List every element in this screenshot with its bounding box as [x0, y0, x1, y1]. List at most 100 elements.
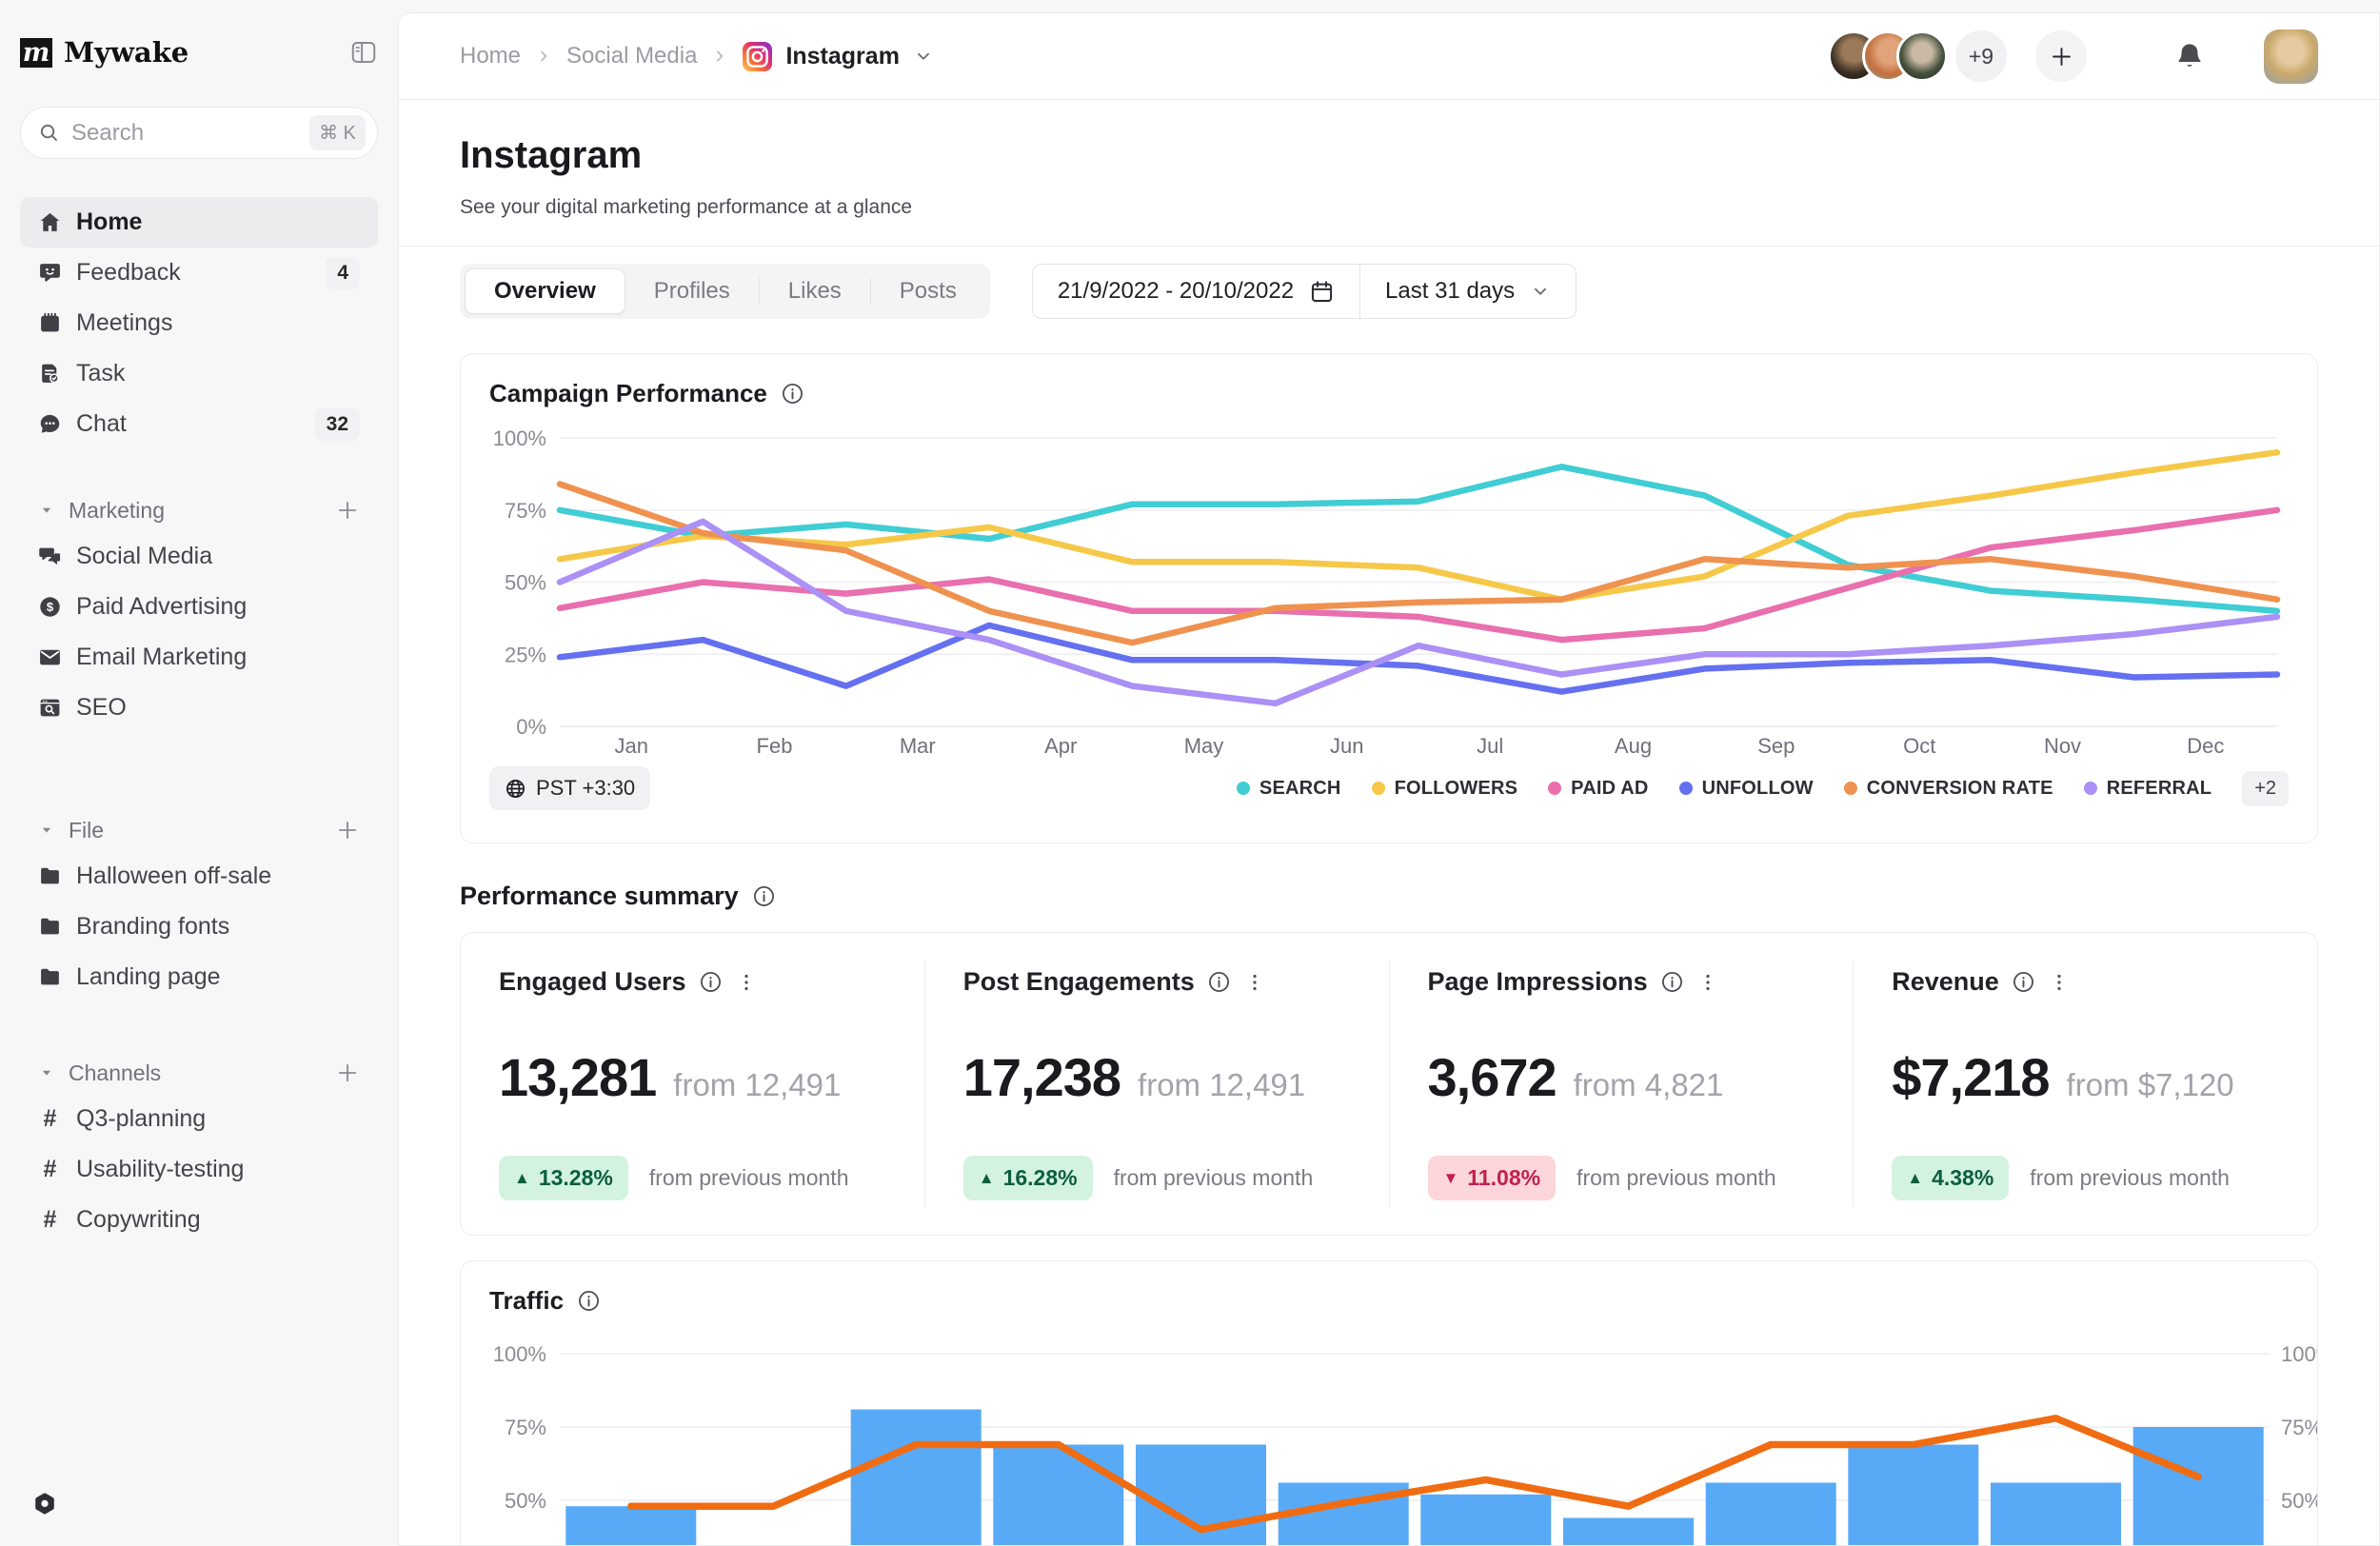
- tab-profiles[interactable]: Profiles: [653, 278, 730, 304]
- legend-label: UNFOLLOW: [1701, 777, 1814, 799]
- tri-down-icon[interactable]: [38, 1064, 55, 1081]
- info-icon[interactable]: [699, 970, 723, 994]
- tri-down-icon[interactable]: [38, 502, 55, 519]
- info-icon[interactable]: [781, 382, 804, 406]
- sidebar-item-badge: 32: [314, 407, 360, 441]
- series-line-PAID-AD[interactable]: [556, 506, 2281, 644]
- metric-note: from previous month: [1113, 1165, 1314, 1190]
- page-subtitle: See your digital marketing performance a…: [460, 196, 913, 218]
- search-input[interactable]: [71, 119, 310, 147]
- sidebar-item-task[interactable]: Task: [20, 348, 378, 399]
- sidebar-item-q3-planning[interactable]: # Q3-planning: [20, 1094, 378, 1144]
- campaign-chart-svg: 0% 25% 50% 75% 100% Jan Feb Mar Apr May Jun Jul Aug S…: [493, 426, 2281, 758]
- info-icon[interactable]: [1207, 970, 1231, 994]
- sidebar-item-label: Social Media: [76, 543, 213, 569]
- metric-title: Revenue: [1892, 967, 1999, 996]
- date-preset-dropdown[interactable]: Last 31 days: [1360, 265, 1576, 318]
- series-line-CONVERSION-RATE[interactable]: [556, 481, 2281, 646]
- campaign-chart: 0% 25% 50% 75% 100% Jan Feb Mar Apr May Jun Jul Aug S…: [489, 416, 2289, 761]
- search-box[interactable]: ⌘ K: [20, 107, 378, 159]
- sidebar-item-landing-page[interactable]: Landing page: [20, 952, 378, 1002]
- settings-gear-icon[interactable]: [31, 1491, 58, 1517]
- metric-engaged-users: Engaged Users 13,281 from 12,491 ▲ 13.28% fro…: [461, 933, 924, 1235]
- sidebar-section-channels: Channels # Q3-planning # Usability-testing # C…: [20, 1052, 378, 1245]
- seo-icon: [38, 696, 62, 720]
- info-icon[interactable]: [577, 1289, 601, 1313]
- sidebar-item-seo[interactable]: SEO: [20, 683, 378, 733]
- page-title: Instagram: [460, 134, 643, 176]
- sidebar-item-usability-testing[interactable]: # Usability-testing: [20, 1144, 378, 1195]
- tab-likes[interactable]: Likes: [787, 278, 842, 304]
- traffic-bar[interactable]: [993, 1444, 1124, 1546]
- info-icon[interactable]: [1660, 970, 1684, 994]
- feedback-icon: [38, 261, 62, 285]
- metric-title: Engaged Users: [499, 967, 686, 996]
- series-line-SEARCH[interactable]: [556, 464, 2281, 615]
- add-file-icon[interactable]: [335, 818, 360, 842]
- email-icon: [38, 645, 62, 669]
- sidebar-item-social-media[interactable]: Social Media: [20, 531, 378, 582]
- traffic-bar[interactable]: [1420, 1494, 1552, 1546]
- sidebar-item-chat[interactable]: Chat 32: [20, 399, 378, 449]
- add-member-button[interactable]: [2035, 30, 2087, 82]
- series-line-UNFOLLOW[interactable]: [556, 622, 2281, 695]
- info-icon[interactable]: [2012, 970, 2035, 994]
- traffic-bar[interactable]: [1705, 1482, 1836, 1546]
- sidebar-section-file: File Halloween off-sale Branding fonts Land…: [20, 809, 378, 1002]
- section-header: File: [20, 809, 378, 851]
- legend-dot: [1678, 782, 1693, 795]
- legend-item: SEARCH: [1236, 778, 1341, 800]
- metric-value-row: $7,218 from $7,120: [1892, 1046, 2279, 1108]
- metric-delta-row: ▲ 13.28% from previous month: [499, 1156, 886, 1200]
- divider: [1359, 265, 1361, 318]
- traffic-bar[interactable]: [1848, 1444, 1979, 1546]
- traffic-bar[interactable]: [1991, 1482, 2121, 1546]
- tab-overview[interactable]: Overview: [465, 268, 625, 314]
- metric-delta-row: ▲ 16.28% from previous month: [962, 1156, 1351, 1200]
- kebab-menu-icon[interactable]: [2048, 971, 2071, 994]
- svg-text:0%: 0%: [516, 715, 546, 739]
- sidebar-item-paid-advertising[interactable]: $ Paid Advertising: [20, 582, 378, 632]
- breadcrumb-link[interactable]: Home: [460, 43, 522, 69]
- date-range-picker[interactable]: 21/9/2022 - 20/10/2022: [1033, 265, 1359, 318]
- traffic-bar[interactable]: [565, 1506, 697, 1546]
- series-line-FOLLOWERS[interactable]: [556, 448, 2281, 603]
- kebab-menu-icon[interactable]: [1243, 971, 1266, 994]
- kebab-menu-icon[interactable]: [1696, 971, 1719, 994]
- add-marketing-icon[interactable]: [335, 498, 360, 523]
- tri-down-icon[interactable]: [38, 822, 55, 839]
- sidebar-item-label: Halloween off-sale: [76, 862, 272, 889]
- traffic-bar[interactable]: [1563, 1517, 1694, 1546]
- sidebar-item-home[interactable]: Home: [20, 197, 378, 248]
- team-avatars[interactable]: [1828, 30, 1948, 82]
- notifications-bell-icon[interactable]: [2174, 41, 2205, 71]
- breadcrumb: Home Social Media Instagram: [460, 41, 934, 71]
- legend-dot: [1548, 782, 1562, 795]
- breadcrumb-dropdown-icon[interactable]: [913, 46, 934, 67]
- info-icon[interactable]: [752, 884, 776, 908]
- sidebar-item-meetings[interactable]: Meetings: [20, 298, 378, 348]
- tab-posts[interactable]: Posts: [899, 278, 957, 304]
- section-header: Channels: [20, 1052, 378, 1094]
- sidebar-item-halloween-off-sale[interactable]: Halloween off-sale: [20, 851, 378, 902]
- sidebar-item-branding-fonts[interactable]: Branding fonts: [20, 902, 378, 952]
- sidebar-item-feedback[interactable]: Feedback 4: [20, 248, 378, 298]
- breadcrumb-link[interactable]: Social Media: [566, 43, 698, 69]
- traffic-bar[interactable]: [2132, 1427, 2264, 1546]
- sidebar-item-copywriting[interactable]: # Copywriting: [20, 1195, 378, 1245]
- series-line-REFERRAL[interactable]: [556, 518, 2281, 707]
- traffic-title: Traffic: [489, 1286, 565, 1315]
- svg-text:50%: 50%: [505, 571, 546, 595]
- delta-badge: ▲ 4.38%: [1892, 1156, 2010, 1200]
- timezone-chip[interactable]: PST +3:30: [489, 766, 651, 810]
- sidebar-item-email-marketing[interactable]: Email Marketing: [20, 632, 378, 683]
- more-members-badge[interactable]: +9: [1955, 30, 2007, 82]
- traffic-bar[interactable]: [850, 1409, 982, 1546]
- kebab-menu-icon[interactable]: [735, 971, 758, 994]
- legend-more-badge[interactable]: +2: [2242, 770, 2289, 806]
- calendar-icon: [1309, 279, 1335, 305]
- metric-note: from previous month: [1577, 1165, 1776, 1190]
- user-avatar[interactable]: [2264, 29, 2318, 84]
- sidebar-collapse-icon[interactable]: [349, 38, 378, 67]
- add-channels-icon[interactable]: [335, 1060, 360, 1085]
